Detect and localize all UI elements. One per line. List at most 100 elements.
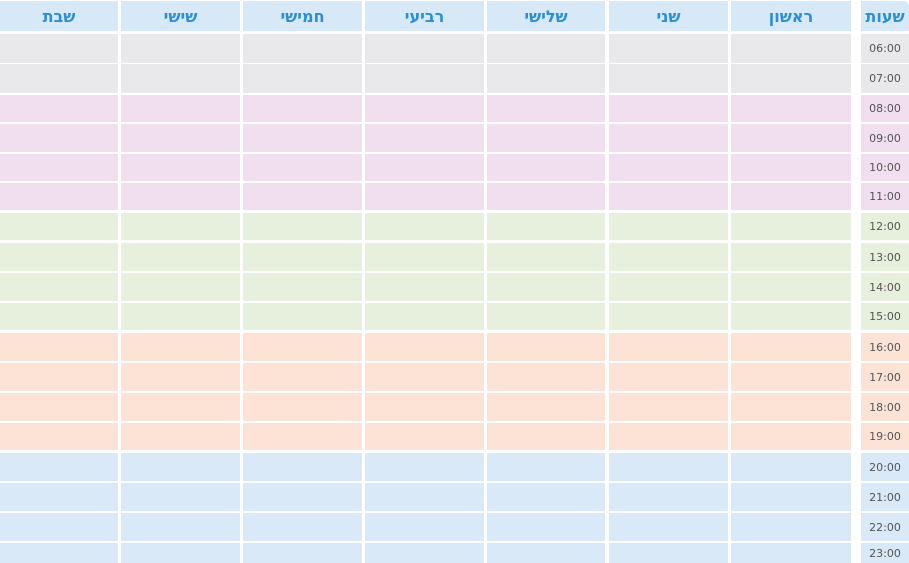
schedule-cell[interactable] [243, 183, 362, 210]
schedule-cell[interactable] [243, 393, 362, 421]
schedule-cell[interactable] [365, 543, 484, 563]
schedule-cell[interactable] [731, 64, 851, 93]
schedule-cell[interactable] [487, 183, 605, 210]
schedule-cell[interactable] [121, 124, 240, 152]
schedule-cell[interactable] [121, 393, 240, 421]
schedule-cell[interactable] [0, 483, 118, 511]
schedule-cell[interactable] [0, 273, 118, 301]
schedule-cell[interactable] [487, 243, 605, 271]
schedule-cell[interactable] [731, 543, 851, 563]
schedule-cell[interactable] [0, 95, 118, 122]
schedule-cell[interactable] [609, 333, 728, 361]
schedule-cell[interactable] [243, 423, 362, 450]
schedule-cell[interactable] [487, 543, 605, 563]
schedule-cell[interactable] [731, 363, 851, 391]
schedule-cell[interactable] [609, 213, 728, 240]
schedule-cell[interactable] [243, 513, 362, 541]
schedule-cell[interactable] [121, 423, 240, 450]
schedule-cell[interactable] [243, 543, 362, 563]
schedule-cell[interactable] [487, 154, 605, 181]
schedule-cell[interactable] [0, 124, 118, 152]
schedule-cell[interactable] [487, 483, 605, 511]
schedule-cell[interactable] [243, 243, 362, 271]
schedule-cell[interactable] [609, 64, 728, 93]
schedule-cell[interactable] [609, 124, 728, 152]
schedule-cell[interactable] [121, 95, 240, 122]
schedule-cell[interactable] [609, 513, 728, 541]
schedule-cell[interactable] [243, 213, 362, 240]
schedule-cell[interactable] [609, 303, 728, 330]
schedule-cell[interactable] [487, 213, 605, 240]
schedule-cell[interactable] [487, 393, 605, 421]
schedule-cell[interactable] [121, 243, 240, 271]
schedule-cell[interactable] [365, 243, 484, 271]
schedule-cell[interactable] [487, 453, 605, 481]
schedule-cell[interactable] [0, 363, 118, 391]
schedule-cell[interactable] [609, 95, 728, 122]
schedule-cell[interactable] [365, 183, 484, 210]
schedule-cell[interactable] [243, 124, 362, 152]
schedule-cell[interactable] [365, 34, 484, 63]
schedule-cell[interactable] [121, 483, 240, 511]
schedule-cell[interactable] [365, 423, 484, 450]
schedule-cell[interactable] [487, 95, 605, 122]
schedule-cell[interactable] [0, 303, 118, 330]
schedule-cell[interactable] [0, 423, 118, 450]
schedule-cell[interactable] [731, 34, 851, 63]
schedule-cell[interactable] [487, 34, 605, 63]
schedule-cell[interactable] [0, 34, 118, 63]
schedule-cell[interactable] [731, 453, 851, 481]
schedule-cell[interactable] [731, 333, 851, 361]
schedule-cell[interactable] [609, 243, 728, 271]
schedule-cell[interactable] [121, 543, 240, 563]
schedule-cell[interactable] [731, 154, 851, 181]
schedule-cell[interactable] [609, 154, 728, 181]
schedule-cell[interactable] [243, 303, 362, 330]
schedule-cell[interactable] [487, 513, 605, 541]
schedule-cell[interactable] [121, 513, 240, 541]
schedule-cell[interactable] [0, 513, 118, 541]
schedule-cell[interactable] [243, 333, 362, 361]
schedule-cell[interactable] [243, 363, 362, 391]
schedule-cell[interactable] [365, 273, 484, 301]
schedule-cell[interactable] [609, 393, 728, 421]
schedule-cell[interactable] [731, 124, 851, 152]
schedule-cell[interactable] [609, 453, 728, 481]
schedule-cell[interactable] [121, 213, 240, 240]
schedule-cell[interactable] [731, 303, 851, 330]
schedule-cell[interactable] [0, 333, 118, 361]
schedule-cell[interactable] [731, 393, 851, 421]
schedule-cell[interactable] [365, 124, 484, 152]
schedule-cell[interactable] [731, 183, 851, 210]
schedule-cell[interactable] [731, 273, 851, 301]
schedule-cell[interactable] [365, 333, 484, 361]
schedule-cell[interactable] [487, 273, 605, 301]
schedule-cell[interactable] [121, 333, 240, 361]
schedule-cell[interactable] [609, 423, 728, 450]
schedule-cell[interactable] [609, 183, 728, 210]
schedule-cell[interactable] [121, 303, 240, 330]
schedule-cell[interactable] [731, 483, 851, 511]
schedule-cell[interactable] [121, 64, 240, 93]
schedule-cell[interactable] [609, 363, 728, 391]
schedule-cell[interactable] [121, 453, 240, 481]
schedule-cell[interactable] [0, 393, 118, 421]
schedule-cell[interactable] [121, 273, 240, 301]
schedule-cell[interactable] [609, 483, 728, 511]
schedule-cell[interactable] [121, 183, 240, 210]
schedule-cell[interactable] [243, 483, 362, 511]
schedule-cell[interactable] [609, 273, 728, 301]
schedule-cell[interactable] [121, 363, 240, 391]
schedule-cell[interactable] [243, 453, 362, 481]
schedule-cell[interactable] [243, 34, 362, 63]
schedule-cell[interactable] [365, 95, 484, 122]
schedule-cell[interactable] [487, 333, 605, 361]
schedule-cell[interactable] [365, 213, 484, 240]
schedule-cell[interactable] [487, 303, 605, 330]
schedule-cell[interactable] [121, 154, 240, 181]
schedule-cell[interactable] [243, 154, 362, 181]
schedule-cell[interactable] [731, 423, 851, 450]
schedule-cell[interactable] [731, 95, 851, 122]
schedule-cell[interactable] [487, 64, 605, 93]
schedule-cell[interactable] [365, 483, 484, 511]
